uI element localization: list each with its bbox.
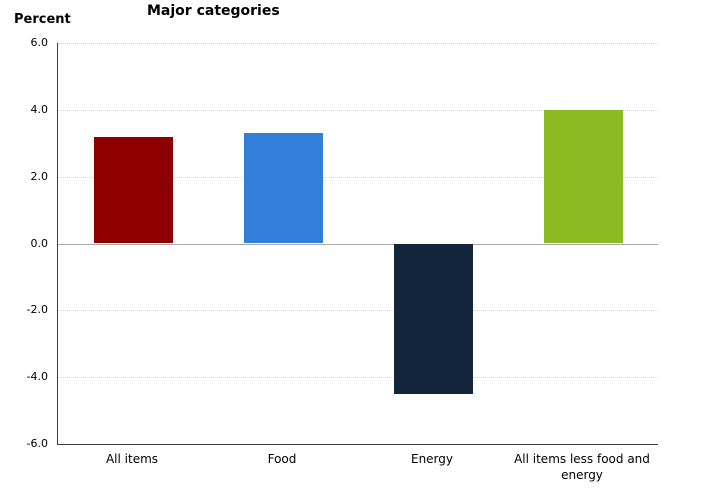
bar-food	[243, 133, 323, 244]
x-axis-label-all-items-less-food-and-energy: All items less food and energy	[514, 452, 650, 482]
gridline	[58, 109, 658, 111]
y-tick-label: -4.0	[26, 370, 48, 384]
y-tick-label: 6.0	[30, 36, 49, 49]
bar-all-items	[93, 136, 173, 244]
y-tick-label: -6.0	[26, 437, 48, 450]
gridline	[58, 43, 658, 44]
x-axis-label-all-items: All items	[105, 452, 159, 466]
y-tick-label: -2.0	[26, 303, 48, 317]
x-axis-label-food: Food	[267, 452, 297, 466]
plot-area	[57, 43, 658, 445]
y-axis-title: Percent	[14, 12, 71, 27]
y-tick-label: 4.0	[30, 102, 49, 116]
y-tick-label: 2.0	[30, 169, 49, 183]
gridline	[58, 377, 658, 379]
y-tick-label: 0.0	[30, 236, 49, 250]
bar-energy	[393, 243, 473, 394]
gridline	[58, 176, 658, 178]
x-axis-label-energy: Energy	[410, 452, 453, 466]
gridline	[58, 310, 658, 312]
bar-all-items-less-food-and-energy	[543, 109, 623, 244]
chart-title: Major categories	[147, 3, 280, 19]
zero-gridline	[58, 243, 658, 245]
